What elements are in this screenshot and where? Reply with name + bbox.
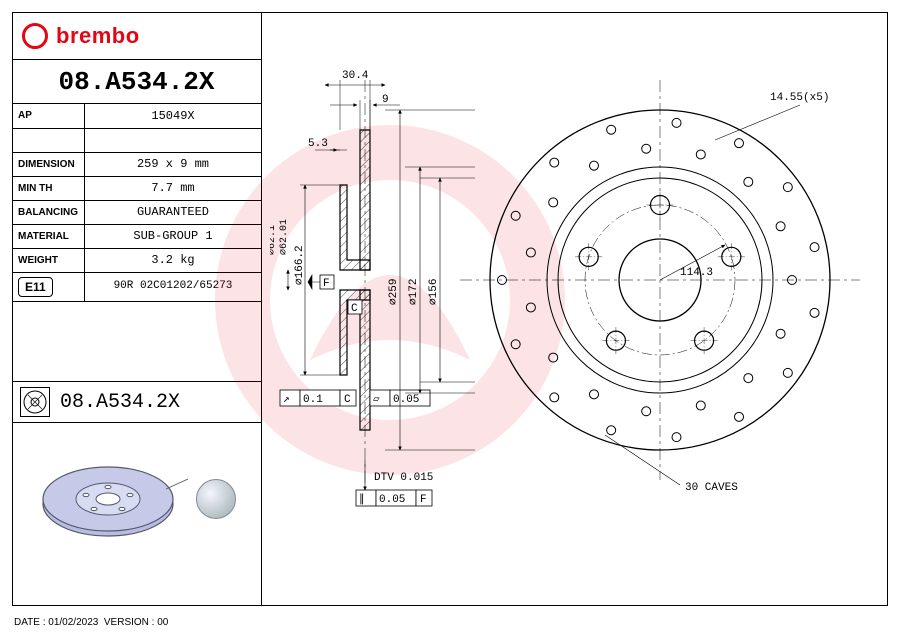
svg-text:▱: ▱ [373,394,380,406]
disc-icon [20,387,50,417]
spec-label: BALANCING [12,200,85,224]
brand-logo: brembo [12,12,261,60]
brand-text: brembo [56,23,140,49]
dim-bolt-hole: 14.55(x5) [770,92,829,104]
spec-label: WEIGHT [12,248,85,272]
dim-156: ⌀156 [428,279,440,305]
svg-text:0.05: 0.05 [379,494,405,506]
spec-label: AP [12,104,85,128]
dim-hat-offset: 5.3 [308,138,328,150]
dim-dtv: DTV 0.015 [374,472,433,484]
datum-f: F [323,278,330,290]
svg-text:0.1: 0.1 [303,394,323,406]
brembo-icon [22,23,48,49]
dim-thickness: 9 [382,94,389,106]
footer: DATE : 01/02/2023 VERSION : 00 [14,617,168,628]
dim-overall-width: 30.4 [342,70,369,82]
gdt-parallelism: ∥ 0.05 F [356,490,432,506]
footer-version: 00 [157,617,168,628]
e-mark: E11 [18,277,53,297]
svg-text:F: F [420,494,427,506]
dim-172: ⌀172 [408,279,420,305]
dim-pcd: 114.3 [680,267,713,279]
spec-label: DIMENSION [12,152,85,176]
approval-mark-cell: E11 [12,272,85,301]
disc-3d-icon [38,449,188,549]
footer-date: 01/02/2023 [48,617,98,628]
svg-text:∥: ∥ [359,493,365,506]
dim-bore-max: ⌀62.1 [270,225,278,255]
dim-hat-height: ⌀166.2 [294,245,306,285]
dim-259: ⌀259 [388,279,400,305]
part-number: 08.A534.2X [12,60,261,104]
spec-label: MATERIAL [12,224,85,248]
drill-holes-label: 30 CAVES [685,482,738,494]
dim-bore-min: ⌀62.01 [279,219,290,255]
svg-text:↗: ↗ [283,394,290,406]
technical-drawing: 30.4 9 5.3 ⌀166.2 ⌀62.1 ⌀62.01 F [270,20,880,600]
detail-callout-icon [196,479,236,519]
svg-text:C: C [344,394,351,406]
spec-label [12,128,85,152]
gdt-runout: ↗ 0.1 C [280,390,356,406]
page: brembo 08.A534.2X AP15049X DIMENSION259 … [0,0,900,636]
front-view: 114.3 14.55(x5) 30 CAVES ⌀156 ⌀172 ⌀259 [385,80,860,494]
datum-c: C [351,303,358,315]
part-number-2-text: 08.A534.2X [60,391,180,414]
spec-label: MIN TH [12,176,85,200]
svg-text:0.05: 0.05 [393,394,419,406]
